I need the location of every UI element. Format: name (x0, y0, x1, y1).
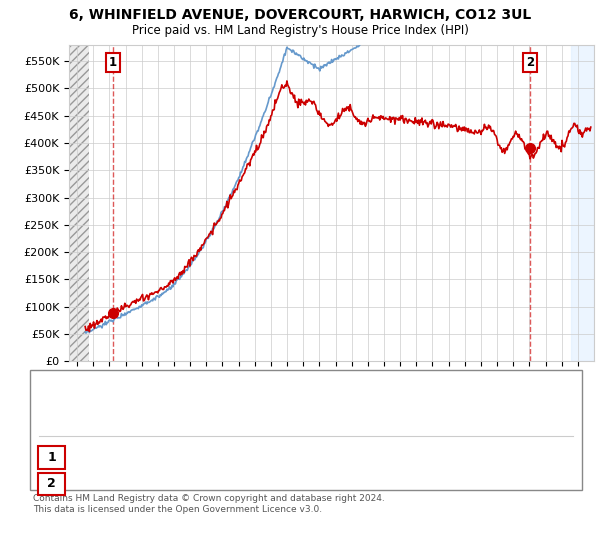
Text: 1: 1 (47, 451, 56, 464)
Text: £87,500: £87,500 (255, 451, 303, 464)
Text: Price paid vs. HM Land Registry's House Price Index (HPI): Price paid vs. HM Land Registry's House … (131, 24, 469, 36)
Text: 6, WHINFIELD AVENUE, DOVERCOURT, HARWICH, CO12 3UL: 6, WHINFIELD AVENUE, DOVERCOURT, HARWICH… (69, 8, 531, 22)
Text: 1: 1 (109, 56, 117, 69)
Bar (571, 45, 594, 361)
Text: 2: 2 (47, 477, 56, 491)
Text: 2: 2 (526, 56, 534, 69)
Text: 13% ↑ HPI: 13% ↑ HPI (375, 477, 437, 491)
Text: 15-MAR-1996: 15-MAR-1996 (72, 451, 151, 464)
Text: 13-JAN-2022: 13-JAN-2022 (72, 477, 146, 491)
Text: 6, WHINFIELD AVENUE, DOVERCOURT, HARWICH, CO12 3UL (detached house): 6, WHINFIELD AVENUE, DOVERCOURT, HARWICH… (90, 389, 495, 399)
Text: This data is licensed under the Open Government Licence v3.0.: This data is licensed under the Open Gov… (33, 505, 322, 514)
Text: 41% ↑ HPI: 41% ↑ HPI (375, 451, 437, 464)
Text: HPI: Average price, detached house, Tendring: HPI: Average price, detached house, Tend… (90, 416, 328, 426)
Bar (69, 45, 89, 361)
Text: £390,000: £390,000 (255, 477, 311, 491)
Text: Contains HM Land Registry data © Crown copyright and database right 2024.: Contains HM Land Registry data © Crown c… (33, 494, 385, 503)
